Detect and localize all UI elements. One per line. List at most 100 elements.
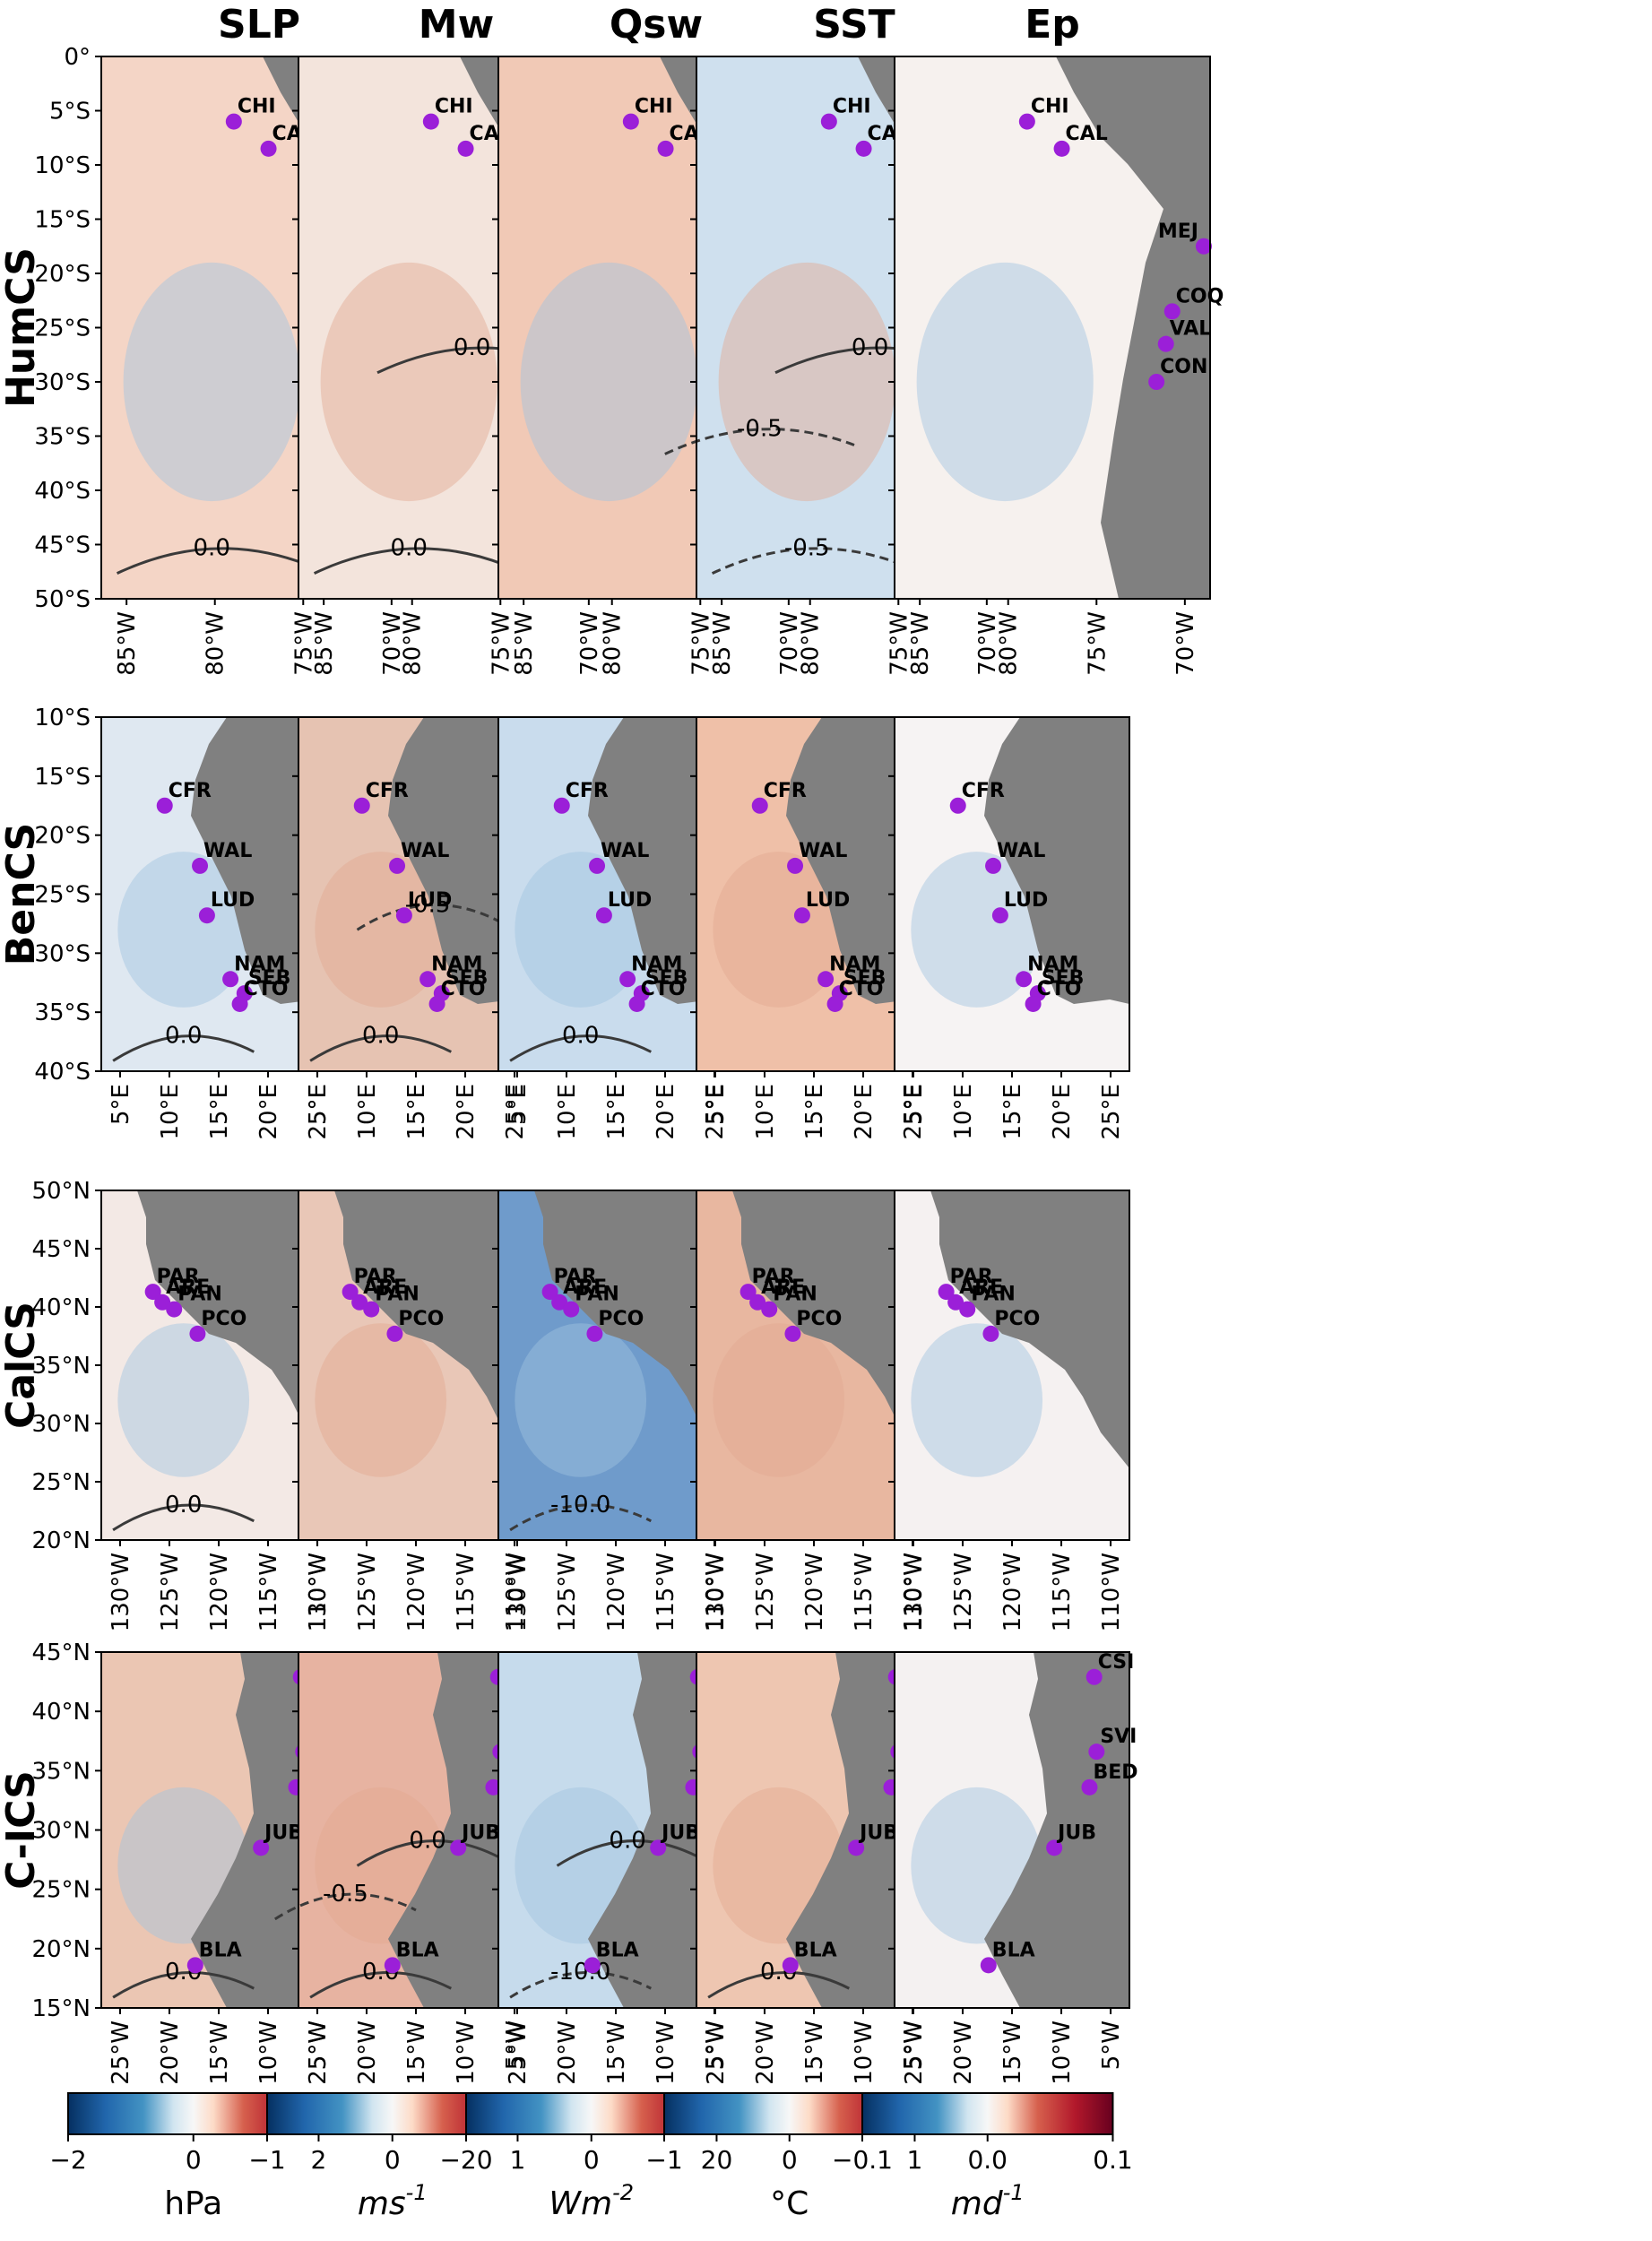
- y-tick-label: 20°N: [31, 1527, 91, 1554]
- station-marker-cal: [260, 140, 277, 157]
- station-label-cfr: CFR: [566, 780, 609, 802]
- x-tick-label: 115°W: [653, 1553, 679, 1631]
- contour-label: -0.5: [405, 891, 451, 918]
- x-tick-label: 25°W: [901, 2020, 928, 2085]
- contour-label: -10.0: [550, 1492, 610, 1519]
- station-marker-cal: [657, 140, 674, 157]
- x-tick-label: 10°E: [354, 1084, 381, 1140]
- contour-label: 0.0: [165, 1022, 202, 1049]
- x-tick-label: 125°W: [157, 1553, 184, 1631]
- station-marker-lud: [595, 907, 612, 924]
- station-marker-are: [749, 1294, 766, 1311]
- station-marker-lud: [198, 907, 215, 924]
- x-tick-label: 25°E: [702, 1084, 729, 1140]
- station-marker-chi: [225, 113, 242, 130]
- contour-line: [112, 1034, 255, 1062]
- y-tick-label: 20°S: [34, 823, 91, 850]
- station-marker-coq: [1163, 303, 1181, 320]
- y-tick-label: 35°S: [34, 424, 91, 451]
- station-marker-par: [938, 1284, 955, 1301]
- x-tick-label: 80°W: [400, 611, 427, 676]
- contour-label: 0.0: [165, 1492, 202, 1519]
- anomaly-blob: [515, 852, 647, 1008]
- anomaly-blob: [911, 1323, 1043, 1477]
- x-tick-label: 115°W: [255, 1553, 282, 1631]
- x-tick-label: 130°W: [703, 1553, 730, 1631]
- station-label-are: ARE: [363, 1276, 407, 1299]
- station-marker-pco: [189, 1325, 206, 1342]
- y-tick-label: 25°S: [34, 882, 91, 909]
- colorbar-tick-label: 20: [701, 2145, 733, 2175]
- x-tick-label: 80°W: [996, 611, 1023, 676]
- anomaly-blob: [515, 1323, 647, 1477]
- y-tick-label: 30°N: [31, 1818, 91, 1845]
- contour-label: 0.0: [454, 334, 490, 361]
- x-tick-label: 15°E: [801, 1084, 828, 1140]
- station-marker-nam: [222, 971, 239, 988]
- contour-label: 0.0: [409, 1827, 445, 1854]
- x-tick-label: 20°E: [1049, 1084, 1076, 1140]
- unit-main: hPa: [164, 2185, 222, 2222]
- anomaly-blob: [320, 262, 497, 502]
- land-mask: [298, 1190, 533, 1468]
- x-tick-label: 15°E: [999, 1084, 1026, 1140]
- station-label-seb: SEB: [843, 967, 887, 990]
- station-marker-par: [740, 1284, 757, 1301]
- station-marker-pco: [386, 1325, 403, 1342]
- colorbar-tick-label: −1: [645, 2145, 682, 2175]
- y-tick-label: 40°N: [31, 1294, 91, 1321]
- y-tick-label: 10°S: [34, 705, 91, 731]
- contour-label: 0.0: [391, 535, 428, 562]
- station-label-cto: CTO: [641, 978, 686, 1000]
- station-label-bla: BLA: [199, 1939, 242, 1961]
- colorbar-tick-label: −2: [49, 2145, 86, 2175]
- contour-label: 0.0: [609, 1827, 645, 1854]
- station-label-chi: CHI: [1031, 96, 1069, 118]
- x-tick-label: 10°W: [653, 2020, 679, 2085]
- station-marker-lud: [793, 907, 810, 924]
- station-label-seb: SEB: [445, 967, 489, 990]
- land-mask: [1056, 56, 1210, 599]
- unit-main: md: [951, 2185, 1004, 2222]
- colorbar-tick-label: 0: [584, 2145, 600, 2175]
- station-marker-jub: [450, 1839, 467, 1856]
- station-label-csi: CSI: [1098, 1651, 1135, 1674]
- contour-label: 0.0: [194, 535, 230, 562]
- unit-main: °C: [770, 2185, 809, 2222]
- station-label-par: PAR: [354, 1266, 397, 1288]
- station-marker-pan: [363, 1301, 380, 1318]
- unit-superscript: -1: [1003, 2180, 1025, 2205]
- x-tick-label: 25°E: [1098, 1084, 1125, 1140]
- y-tick-label: 50°N: [31, 1178, 91, 1205]
- contour-line: [509, 1503, 652, 1532]
- x-tick-label: 20°E: [453, 1084, 480, 1140]
- x-tick-label: 15°W: [603, 2020, 630, 2085]
- x-tick-label: 85°W: [311, 611, 338, 676]
- station-marker-svi: [1088, 1743, 1105, 1761]
- station-label-are: ARE: [166, 1276, 210, 1299]
- anomaly-blob: [916, 262, 1094, 502]
- x-tick-label: 25°E: [305, 1084, 332, 1140]
- x-tick-label: 110°W: [1098, 1553, 1125, 1631]
- station-marker-cto: [826, 995, 843, 1012]
- x-tick-label: 75°W: [290, 611, 317, 676]
- colorbar-tick-label: 0.1: [1093, 2145, 1133, 2175]
- y-tick-label: 45°S: [34, 532, 91, 559]
- x-tick-label: 5°W: [1098, 2020, 1125, 2070]
- y-tick-label: 0°: [64, 44, 91, 71]
- x-tick-label: 125°W: [554, 1553, 581, 1631]
- station-marker-cfr: [353, 797, 370, 814]
- contour-label: 0.0: [852, 334, 888, 361]
- colorbar-mw: −1 0 1 ms-1: [248, 2092, 525, 2222]
- y-tick-label: 25°N: [31, 1469, 91, 1496]
- colorbar-unit-label: Wm-2: [549, 2180, 634, 2222]
- unit-main: Wm: [549, 2185, 612, 2222]
- station-label-pan: PAN: [773, 1284, 817, 1306]
- station-label-par: PAR: [950, 1266, 993, 1288]
- colorbar-gradient: [861, 2092, 1114, 2135]
- y-tick-label: 10°S: [34, 152, 91, 179]
- x-tick-label: 10°E: [950, 1084, 977, 1140]
- station-marker-pco: [784, 1325, 801, 1342]
- y-tick-label: 40°S: [34, 1059, 91, 1086]
